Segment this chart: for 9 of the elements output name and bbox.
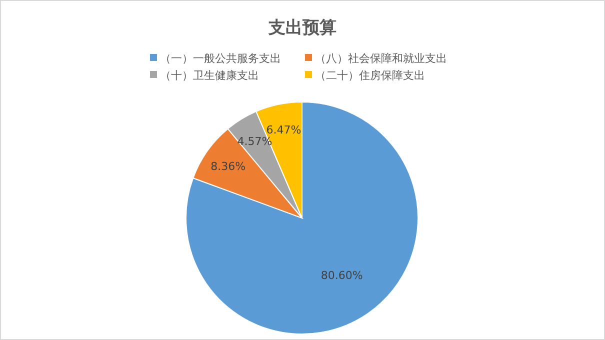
chart-title: 支出预算 [268, 18, 336, 38]
legend-label: （八）社会保障和就业支出 [315, 52, 447, 65]
legend-label: （一）一般公共服务支出 [160, 52, 281, 65]
legend-label: （十）卫生健康支出 [160, 69, 259, 82]
legend-label: （二十）住房保障支出 [315, 69, 425, 82]
data-label: 6.47% [266, 123, 302, 136]
data-label: 80.60% [320, 269, 363, 282]
data-label: 8.36% [210, 160, 246, 173]
pie-slice [186, 102, 418, 334]
